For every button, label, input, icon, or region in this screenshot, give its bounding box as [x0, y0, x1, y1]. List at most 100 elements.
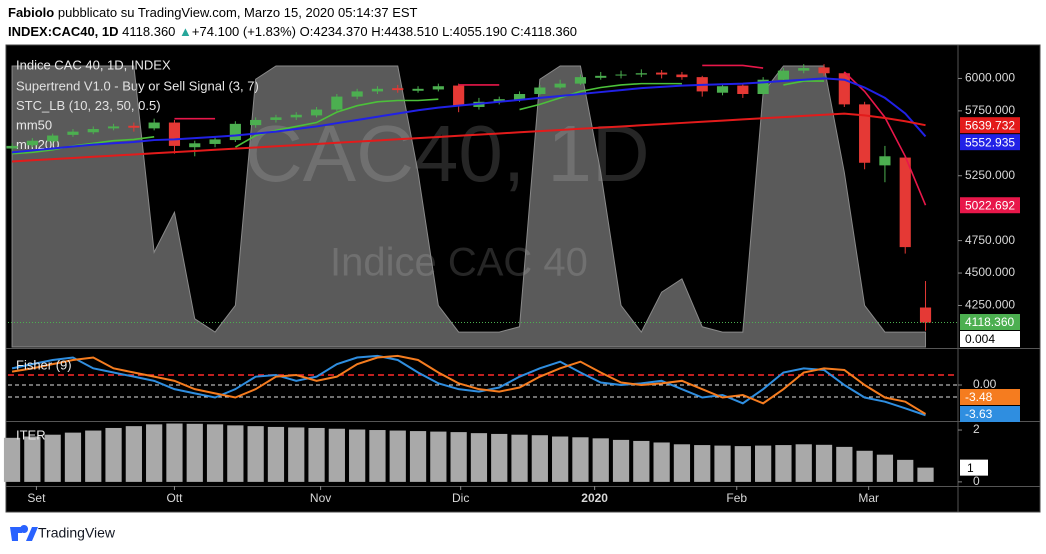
candle-body — [371, 88, 384, 92]
candle-body — [838, 73, 850, 105]
candle-body — [676, 74, 688, 78]
bar — [369, 430, 386, 482]
bar — [125, 426, 142, 482]
bar — [409, 431, 427, 482]
iter-title: ITER — [16, 427, 46, 442]
candle-body — [67, 131, 79, 135]
ma-line — [12, 112, 926, 163]
y-tick-label: 6000.000 — [965, 71, 1015, 85]
price-label-bg — [960, 314, 1020, 330]
price-label-bg — [960, 117, 1020, 134]
supertrend-line — [702, 64, 764, 69]
legend-entry: mm50 — [16, 117, 52, 132]
candle-body — [574, 77, 587, 84]
plots: 4250.000 4500.000 4750.000 5250.000 5750.000… — [3, 64, 1020, 505]
bar — [552, 436, 569, 482]
x-tick-label: Mar — [858, 491, 879, 505]
watermark-sub: Indice CAC 40 — [330, 241, 588, 285]
y-tick-label: 4750.000 — [965, 233, 1015, 247]
fisher-title: Fisher (9) — [16, 357, 72, 372]
candle-body — [432, 86, 444, 90]
bar — [24, 436, 41, 482]
bar — [227, 425, 244, 482]
bar — [186, 423, 203, 482]
price-label: -3.48 — [965, 390, 993, 404]
candle-body — [310, 109, 323, 116]
candle-body — [351, 91, 363, 97]
bar — [775, 445, 792, 482]
candle-body — [148, 122, 160, 129]
bar — [592, 438, 609, 482]
bar — [612, 439, 630, 482]
low: L:4055.190 — [442, 24, 507, 39]
candle-body — [757, 79, 769, 95]
price-label-bg — [960, 389, 1020, 405]
bar — [389, 430, 406, 482]
price-label: 0.004 — [965, 332, 995, 346]
legend-entry: Supertrend V1.0 - Buy or Sell Signal (3,… — [16, 78, 259, 93]
price-label: 5022.692 — [965, 198, 1015, 212]
symbol-line: INDEX:CAC40, 1D 4118.360 ▲+74.100 (+1.83… — [8, 24, 577, 39]
bar — [247, 426, 264, 482]
candle-body — [453, 85, 465, 106]
bar — [267, 426, 285, 482]
x-tick-label: Nov — [310, 491, 331, 505]
arrow: ▲ — [179, 24, 192, 39]
ma-line — [11, 77, 927, 154]
supertrend-line — [519, 82, 682, 111]
brand: TradingView — [38, 525, 116, 541]
high: H:4438.510 — [371, 24, 438, 39]
candle-body — [26, 140, 38, 146]
candle-body — [554, 83, 566, 88]
candle-body — [615, 74, 627, 76]
bar — [917, 467, 934, 482]
bar — [734, 446, 751, 482]
y-tick-label: 5750.000 — [965, 103, 1015, 117]
bar — [876, 454, 894, 482]
x-tick-label: Feb — [726, 491, 747, 505]
bar — [166, 423, 183, 482]
candle-body — [493, 99, 505, 102]
candle-body — [899, 157, 911, 248]
bar — [64, 432, 82, 482]
close: C:4118.360 — [511, 24, 577, 39]
candle-body — [412, 88, 424, 91]
open: O:4234.370 — [300, 24, 368, 39]
bar — [673, 444, 691, 482]
x-tick-label: 2020 — [581, 491, 608, 505]
bar — [491, 433, 508, 482]
bar — [450, 432, 467, 482]
bar — [349, 429, 366, 482]
bar — [897, 459, 914, 482]
candle-body — [635, 73, 647, 75]
bar — [3, 437, 21, 482]
candle-body — [859, 104, 871, 163]
candle-body — [777, 70, 790, 80]
bar — [146, 424, 163, 482]
bar — [308, 427, 325, 482]
candle-body — [209, 139, 221, 144]
y-tick-label: 4500.000 — [965, 265, 1015, 279]
value-label: 1 — [967, 461, 974, 475]
candle-body — [737, 85, 749, 95]
candle-body — [879, 156, 891, 166]
candle-body — [392, 88, 404, 91]
candle-body — [47, 135, 59, 142]
price-label-bg — [960, 331, 1020, 347]
candle-body — [6, 145, 18, 149]
bar — [633, 440, 650, 482]
candle-body — [107, 126, 120, 129]
candle-body — [168, 122, 181, 146]
candle-body — [290, 114, 302, 118]
bar — [531, 435, 548, 482]
supertrend-line — [783, 80, 825, 86]
x-tick-label: Set — [27, 491, 46, 505]
price-label: -3.63 — [965, 407, 993, 421]
header-line: Fabiolo pubblicato su TradingView.com, M… — [8, 5, 418, 20]
bar — [206, 424, 224, 482]
legend-entry: STC_LB (10, 23, 50, 0.5) — [16, 98, 161, 113]
brand-logo — [10, 525, 38, 541]
change: +74.100 (+1.83%) — [192, 24, 296, 39]
fisher-line — [11, 354, 926, 417]
